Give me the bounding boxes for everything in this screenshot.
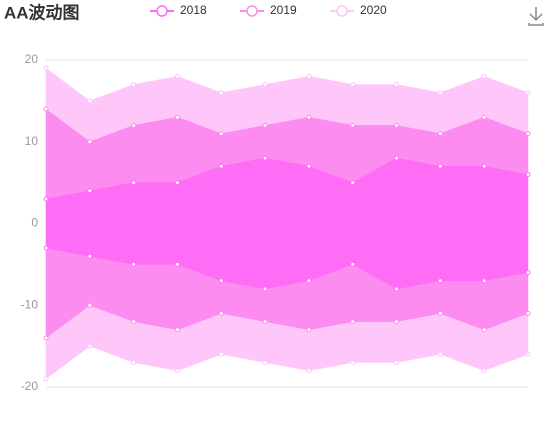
point bbox=[43, 65, 49, 71]
point bbox=[437, 90, 443, 96]
legend-marker bbox=[246, 5, 258, 17]
point bbox=[131, 180, 137, 186]
point bbox=[394, 359, 400, 365]
point bbox=[87, 139, 93, 145]
point bbox=[87, 302, 93, 308]
point bbox=[87, 98, 93, 104]
point bbox=[525, 270, 531, 276]
point bbox=[174, 114, 180, 120]
point bbox=[43, 106, 49, 112]
point bbox=[262, 82, 268, 88]
point bbox=[481, 163, 487, 169]
point bbox=[306, 368, 312, 374]
point bbox=[525, 90, 531, 96]
point bbox=[525, 351, 531, 357]
point bbox=[350, 180, 356, 186]
point bbox=[437, 163, 443, 169]
point bbox=[350, 359, 356, 365]
y-tick-label: 10 bbox=[25, 134, 39, 148]
point bbox=[525, 310, 531, 316]
point bbox=[437, 131, 443, 137]
y-tick-label: 0 bbox=[31, 216, 38, 230]
point bbox=[306, 278, 312, 284]
point bbox=[262, 286, 268, 292]
point bbox=[131, 261, 137, 267]
point bbox=[525, 171, 531, 177]
point bbox=[306, 327, 312, 333]
point bbox=[87, 188, 93, 194]
point bbox=[481, 368, 487, 374]
point bbox=[262, 359, 268, 365]
point bbox=[87, 253, 93, 259]
point bbox=[394, 122, 400, 128]
download-glyph[interactable] bbox=[528, 7, 544, 26]
point bbox=[218, 278, 224, 284]
legend-marker bbox=[156, 5, 168, 17]
point bbox=[174, 368, 180, 374]
chart-title: AA波动图 bbox=[4, 2, 80, 22]
point bbox=[306, 114, 312, 120]
download-icon[interactable] bbox=[528, 7, 544, 26]
point bbox=[350, 261, 356, 267]
point bbox=[87, 343, 93, 349]
point bbox=[481, 278, 487, 284]
point bbox=[481, 327, 487, 333]
point bbox=[174, 261, 180, 267]
point bbox=[262, 319, 268, 325]
point bbox=[218, 131, 224, 137]
point bbox=[437, 351, 443, 357]
point bbox=[350, 319, 356, 325]
point bbox=[525, 131, 531, 137]
point bbox=[218, 351, 224, 357]
point bbox=[43, 245, 49, 251]
point bbox=[218, 90, 224, 96]
point bbox=[306, 73, 312, 79]
point bbox=[131, 319, 137, 325]
legend-label: 2020 bbox=[360, 3, 387, 17]
legend-marker bbox=[336, 5, 348, 17]
point bbox=[174, 180, 180, 186]
point bbox=[218, 163, 224, 169]
point bbox=[437, 310, 443, 316]
point bbox=[174, 73, 180, 79]
legend-label: 2019 bbox=[270, 3, 297, 17]
point bbox=[437, 278, 443, 284]
point bbox=[394, 286, 400, 292]
point bbox=[394, 82, 400, 88]
point bbox=[43, 196, 49, 202]
point bbox=[350, 82, 356, 88]
point bbox=[218, 310, 224, 316]
point bbox=[174, 327, 180, 333]
point bbox=[262, 155, 268, 161]
legend-label: 2018 bbox=[180, 3, 207, 17]
point bbox=[481, 114, 487, 120]
point bbox=[43, 376, 49, 382]
point bbox=[306, 163, 312, 169]
point bbox=[350, 122, 356, 128]
point bbox=[131, 122, 137, 128]
point bbox=[262, 122, 268, 128]
point bbox=[43, 335, 49, 341]
point bbox=[394, 155, 400, 161]
point bbox=[131, 82, 137, 88]
y-tick-label: -10 bbox=[21, 297, 39, 311]
point bbox=[131, 359, 137, 365]
y-tick-label: 20 bbox=[25, 52, 39, 66]
point bbox=[481, 73, 487, 79]
y-tick-label: -20 bbox=[21, 379, 39, 393]
point bbox=[394, 319, 400, 325]
